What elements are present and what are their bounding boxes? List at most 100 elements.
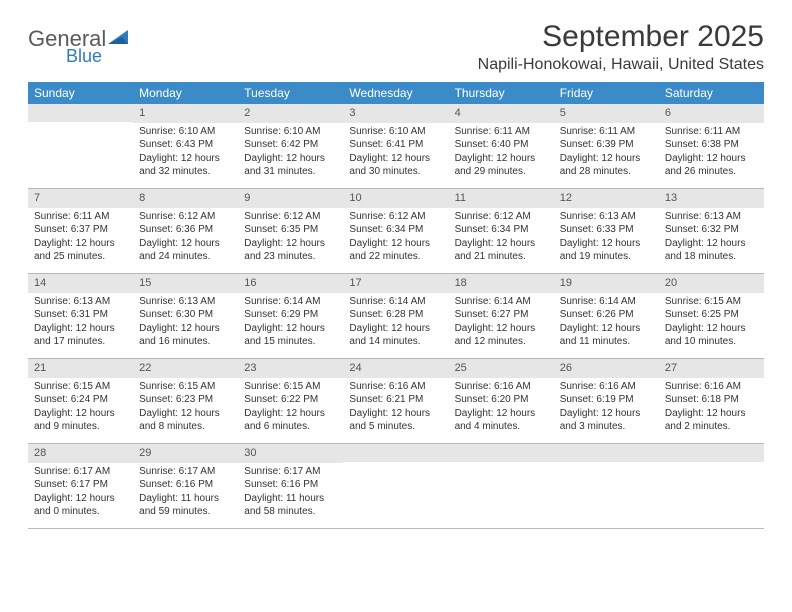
weeks-container: 1Sunrise: 6:10 AMSunset: 6:43 PMDaylight…	[28, 104, 764, 529]
day-line-d1: Daylight: 11 hours	[139, 492, 232, 506]
day-line-ss: Sunset: 6:37 PM	[34, 223, 127, 237]
day-line-d2: and 11 minutes.	[560, 335, 653, 349]
day-cell: 15Sunrise: 6:13 AMSunset: 6:30 PMDayligh…	[133, 274, 238, 358]
day-number: 5	[554, 104, 659, 123]
day-line-d2: and 12 minutes.	[455, 335, 548, 349]
location-text: Napili-Honokowai, Hawaii, United States	[478, 56, 764, 74]
day-line-d2: and 6 minutes.	[244, 420, 337, 434]
day-body: Sunrise: 6:14 AMSunset: 6:28 PMDaylight:…	[343, 293, 448, 355]
day-line-d1: Daylight: 12 hours	[560, 407, 653, 421]
day-line-d2: and 8 minutes.	[139, 420, 232, 434]
day-line-sr: Sunrise: 6:17 AM	[139, 465, 232, 479]
day-number: 8	[133, 189, 238, 208]
day-body: Sunrise: 6:17 AMSunset: 6:17 PMDaylight:…	[28, 463, 133, 525]
day-number: 29	[133, 444, 238, 463]
day-line-d1: Daylight: 12 hours	[34, 322, 127, 336]
day-line-d2: and 9 minutes.	[34, 420, 127, 434]
day-line-d1: Daylight: 12 hours	[665, 407, 758, 421]
day-body: Sunrise: 6:16 AMSunset: 6:18 PMDaylight:…	[659, 378, 764, 440]
day-body: Sunrise: 6:16 AMSunset: 6:20 PMDaylight:…	[449, 378, 554, 440]
day-number: 10	[343, 189, 448, 208]
day-line-d1: Daylight: 12 hours	[455, 407, 548, 421]
day-line-d2: and 10 minutes.	[665, 335, 758, 349]
day-cell: 10Sunrise: 6:12 AMSunset: 6:34 PMDayligh…	[343, 189, 448, 273]
week-row: 21Sunrise: 6:15 AMSunset: 6:24 PMDayligh…	[28, 359, 764, 444]
empty-day-band	[449, 444, 554, 462]
day-line-ss: Sunset: 6:21 PM	[349, 393, 442, 407]
day-line-ss: Sunset: 6:23 PM	[139, 393, 232, 407]
day-cell: 27Sunrise: 6:16 AMSunset: 6:18 PMDayligh…	[659, 359, 764, 443]
day-line-sr: Sunrise: 6:16 AM	[665, 380, 758, 394]
day-line-ss: Sunset: 6:34 PM	[349, 223, 442, 237]
day-line-d1: Daylight: 12 hours	[560, 152, 653, 166]
day-line-ss: Sunset: 6:33 PM	[560, 223, 653, 237]
day-line-sr: Sunrise: 6:14 AM	[560, 295, 653, 309]
day-line-sr: Sunrise: 6:17 AM	[34, 465, 127, 479]
day-line-sr: Sunrise: 6:15 AM	[244, 380, 337, 394]
day-line-d2: and 28 minutes.	[560, 165, 653, 179]
day-line-sr: Sunrise: 6:15 AM	[665, 295, 758, 309]
day-line-sr: Sunrise: 6:12 AM	[244, 210, 337, 224]
weekday-wednesday: Wednesday	[343, 82, 448, 104]
weekday-monday: Monday	[133, 82, 238, 104]
day-line-ss: Sunset: 6:40 PM	[455, 138, 548, 152]
weekday-friday: Friday	[554, 82, 659, 104]
day-line-d1: Daylight: 12 hours	[34, 407, 127, 421]
day-line-ss: Sunset: 6:28 PM	[349, 308, 442, 322]
day-cell: 16Sunrise: 6:14 AMSunset: 6:29 PMDayligh…	[238, 274, 343, 358]
day-line-ss: Sunset: 6:42 PM	[244, 138, 337, 152]
day-line-d2: and 0 minutes.	[34, 505, 127, 519]
day-line-ss: Sunset: 6:35 PM	[244, 223, 337, 237]
day-line-d2: and 2 minutes.	[665, 420, 758, 434]
day-cell: 26Sunrise: 6:16 AMSunset: 6:19 PMDayligh…	[554, 359, 659, 443]
day-line-d1: Daylight: 12 hours	[139, 407, 232, 421]
day-cell	[449, 444, 554, 528]
day-body: Sunrise: 6:13 AMSunset: 6:33 PMDaylight:…	[554, 208, 659, 270]
day-body: Sunrise: 6:15 AMSunset: 6:23 PMDaylight:…	[133, 378, 238, 440]
day-number: 7	[28, 189, 133, 208]
day-line-ss: Sunset: 6:17 PM	[34, 478, 127, 492]
day-line-d2: and 32 minutes.	[139, 165, 232, 179]
weekday-thursday: Thursday	[449, 82, 554, 104]
day-number: 12	[554, 189, 659, 208]
month-title: September 2025	[478, 20, 764, 54]
logo: General Blue	[28, 20, 130, 52]
day-number: 3	[343, 104, 448, 123]
day-line-d2: and 30 minutes.	[349, 165, 442, 179]
day-line-d2: and 4 minutes.	[455, 420, 548, 434]
day-line-sr: Sunrise: 6:16 AM	[560, 380, 653, 394]
day-cell: 29Sunrise: 6:17 AMSunset: 6:16 PMDayligh…	[133, 444, 238, 528]
day-line-sr: Sunrise: 6:13 AM	[665, 210, 758, 224]
day-cell: 2Sunrise: 6:10 AMSunset: 6:42 PMDaylight…	[238, 104, 343, 188]
day-line-sr: Sunrise: 6:10 AM	[139, 125, 232, 139]
day-body: Sunrise: 6:14 AMSunset: 6:29 PMDaylight:…	[238, 293, 343, 355]
day-cell: 23Sunrise: 6:15 AMSunset: 6:22 PMDayligh…	[238, 359, 343, 443]
day-line-d1: Daylight: 12 hours	[139, 152, 232, 166]
day-line-sr: Sunrise: 6:11 AM	[665, 125, 758, 139]
day-line-d1: Daylight: 12 hours	[244, 407, 337, 421]
day-line-ss: Sunset: 6:41 PM	[349, 138, 442, 152]
day-body: Sunrise: 6:13 AMSunset: 6:31 PMDaylight:…	[28, 293, 133, 355]
day-line-d1: Daylight: 12 hours	[34, 237, 127, 251]
day-line-sr: Sunrise: 6:13 AM	[560, 210, 653, 224]
day-line-d1: Daylight: 12 hours	[455, 152, 548, 166]
day-number: 1	[133, 104, 238, 123]
day-line-d2: and 14 minutes.	[349, 335, 442, 349]
day-body: Sunrise: 6:11 AMSunset: 6:37 PMDaylight:…	[28, 208, 133, 270]
calendar-page: General Blue September 2025 Napili-Honok…	[0, 0, 792, 549]
day-line-d2: and 17 minutes.	[34, 335, 127, 349]
day-body: Sunrise: 6:15 AMSunset: 6:24 PMDaylight:…	[28, 378, 133, 440]
day-cell: 17Sunrise: 6:14 AMSunset: 6:28 PMDayligh…	[343, 274, 448, 358]
day-line-d1: Daylight: 12 hours	[665, 152, 758, 166]
day-body: Sunrise: 6:12 AMSunset: 6:34 PMDaylight:…	[343, 208, 448, 270]
day-line-d2: and 22 minutes.	[349, 250, 442, 264]
day-cell	[343, 444, 448, 528]
day-body: Sunrise: 6:14 AMSunset: 6:27 PMDaylight:…	[449, 293, 554, 355]
day-cell: 5Sunrise: 6:11 AMSunset: 6:39 PMDaylight…	[554, 104, 659, 188]
empty-day-band	[659, 444, 764, 462]
day-body: Sunrise: 6:11 AMSunset: 6:39 PMDaylight:…	[554, 123, 659, 185]
day-line-d1: Daylight: 12 hours	[244, 152, 337, 166]
day-cell: 25Sunrise: 6:16 AMSunset: 6:20 PMDayligh…	[449, 359, 554, 443]
day-line-d2: and 31 minutes.	[244, 165, 337, 179]
day-line-ss: Sunset: 6:31 PM	[34, 308, 127, 322]
